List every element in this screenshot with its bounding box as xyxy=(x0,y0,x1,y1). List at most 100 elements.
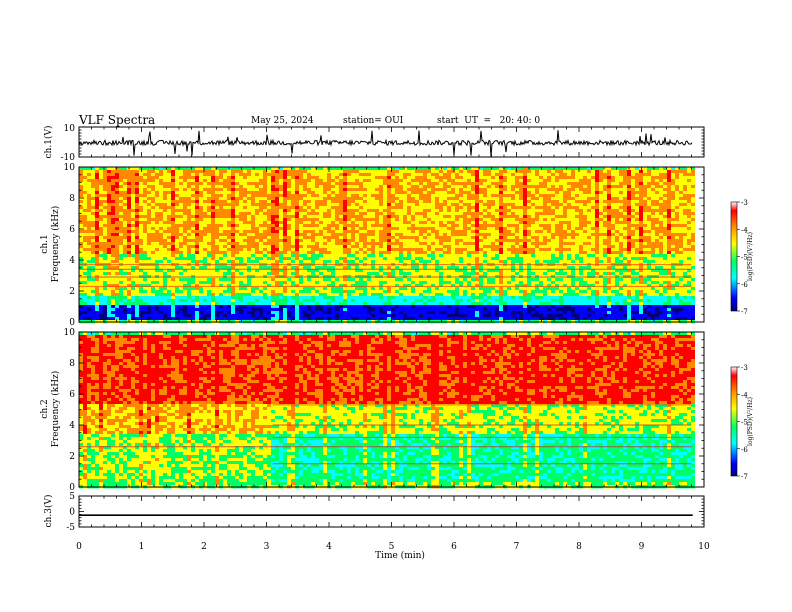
psd-cell xyxy=(351,305,355,309)
psd-cell xyxy=(303,233,307,237)
psd-cell xyxy=(327,194,331,198)
psd-cell xyxy=(99,293,103,297)
psd-cell xyxy=(435,230,439,234)
psd-cell xyxy=(391,215,395,219)
psd-cell xyxy=(411,185,415,189)
psd-cell xyxy=(139,248,143,252)
psd-cell xyxy=(143,272,147,276)
psd-cell xyxy=(311,170,315,174)
psd-cell xyxy=(155,209,159,213)
psd-cell xyxy=(207,233,211,237)
psd-cell xyxy=(339,314,343,318)
psd-cell xyxy=(167,209,171,213)
psd-cell xyxy=(383,170,387,174)
psd-cell xyxy=(171,290,175,294)
psd-cell xyxy=(79,299,83,303)
psd-cell xyxy=(343,167,347,171)
psd-cell xyxy=(251,236,255,240)
psd-cell xyxy=(175,233,179,237)
psd-cell xyxy=(419,317,423,321)
psd-cell xyxy=(95,272,99,276)
psd-cell xyxy=(295,224,299,228)
psd-cell xyxy=(283,290,287,294)
psd-cell xyxy=(79,185,83,189)
psd-cell xyxy=(355,212,359,216)
psd-cell xyxy=(451,311,455,315)
psd-cell xyxy=(427,302,431,306)
psd-cell xyxy=(287,296,291,300)
psd-cell xyxy=(227,185,231,189)
psd-cell xyxy=(111,176,115,180)
psd-cell xyxy=(375,287,379,291)
psd-cell xyxy=(259,242,263,246)
psd-cell xyxy=(83,197,87,201)
psd-cell xyxy=(391,242,395,246)
psd-cell xyxy=(331,284,335,288)
psd-cell xyxy=(143,227,147,231)
psd-cell xyxy=(99,317,103,321)
psd-cell xyxy=(251,239,255,243)
psd-cell xyxy=(179,245,183,249)
psd-cell xyxy=(283,284,287,288)
psd-cell xyxy=(91,248,95,252)
psd-cell xyxy=(135,182,139,186)
psd-cell xyxy=(391,254,395,258)
psd-cell xyxy=(127,269,131,273)
psd-cell xyxy=(415,260,419,264)
psd-cell xyxy=(395,311,399,315)
psd-cell xyxy=(119,215,123,219)
psd-cell xyxy=(83,260,87,264)
psd-cell xyxy=(263,248,267,252)
psd-cell xyxy=(179,227,183,231)
psd-cell xyxy=(159,278,163,282)
psd-cell xyxy=(367,227,371,231)
psd-cell xyxy=(391,173,395,177)
psd-cell xyxy=(227,188,231,192)
psd-cell xyxy=(303,284,307,288)
psd-cell xyxy=(131,287,135,291)
psd-cell xyxy=(295,311,299,315)
psd-cell xyxy=(127,296,131,300)
psd-cell xyxy=(283,308,287,312)
psd-cell xyxy=(411,227,415,231)
psd-cell xyxy=(443,212,447,216)
psd-cell xyxy=(259,281,263,285)
psd-cell xyxy=(267,257,271,261)
psd-cell xyxy=(239,305,243,309)
psd-cell xyxy=(187,269,191,273)
psd-cell xyxy=(191,260,195,264)
psd-cell xyxy=(447,176,451,180)
psd-cell xyxy=(259,215,263,219)
psd-cell xyxy=(187,293,191,297)
psd-cell xyxy=(171,173,175,177)
psd-cell xyxy=(303,185,307,189)
psd-cell xyxy=(347,227,351,231)
psd-cell xyxy=(187,272,191,276)
psd-cell xyxy=(235,281,239,285)
psd-cell xyxy=(243,257,247,261)
psd-cell xyxy=(87,200,91,204)
psd-cell xyxy=(447,167,451,171)
psd-cell xyxy=(183,272,187,276)
psd-cell xyxy=(387,236,391,240)
psd-cell xyxy=(411,170,415,174)
psd-cell xyxy=(95,167,99,171)
psd-cell xyxy=(207,191,211,195)
psd-cell xyxy=(127,308,131,312)
psd-cell xyxy=(407,242,411,246)
psd-cell xyxy=(343,239,347,243)
psd-cell xyxy=(111,272,115,276)
psd-cell xyxy=(415,179,419,183)
psd-cell xyxy=(427,215,431,219)
psd-cell xyxy=(295,188,299,192)
psd-cell xyxy=(431,215,435,219)
psd-cell xyxy=(167,167,171,171)
psd-cell xyxy=(99,299,103,303)
psd-cell xyxy=(311,266,315,270)
psd-cell xyxy=(231,170,235,174)
psd-cell xyxy=(87,224,91,228)
psd-cell xyxy=(351,272,355,276)
psd-cell xyxy=(127,278,131,282)
psd-cell xyxy=(207,242,211,246)
psd-cell xyxy=(359,260,363,264)
